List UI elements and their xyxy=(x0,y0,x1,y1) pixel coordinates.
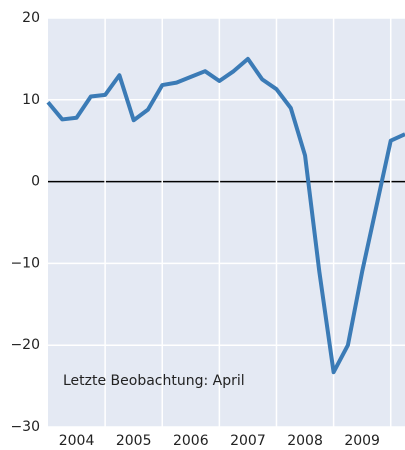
y-tick-label: 20 xyxy=(22,10,40,26)
x-tick-label: 2004 xyxy=(59,433,95,449)
y-tick-label: −30 xyxy=(10,419,40,435)
y-tick-label: 0 xyxy=(31,174,40,190)
x-tick-label: 2009 xyxy=(344,433,380,449)
y-tick-label: −10 xyxy=(10,255,40,271)
x-tick-label: 2007 xyxy=(230,433,266,449)
y-tick-label: −20 xyxy=(10,337,40,353)
x-tick-label: 2008 xyxy=(287,433,323,449)
annotation: Letzte Beobachtung: April xyxy=(63,373,245,389)
x-tick-label: 2006 xyxy=(173,433,209,449)
x-tick-label: 2005 xyxy=(116,433,152,449)
line xyxy=(46,56,405,375)
plot-area xyxy=(48,18,405,427)
y-tick-label: 10 xyxy=(22,92,40,108)
